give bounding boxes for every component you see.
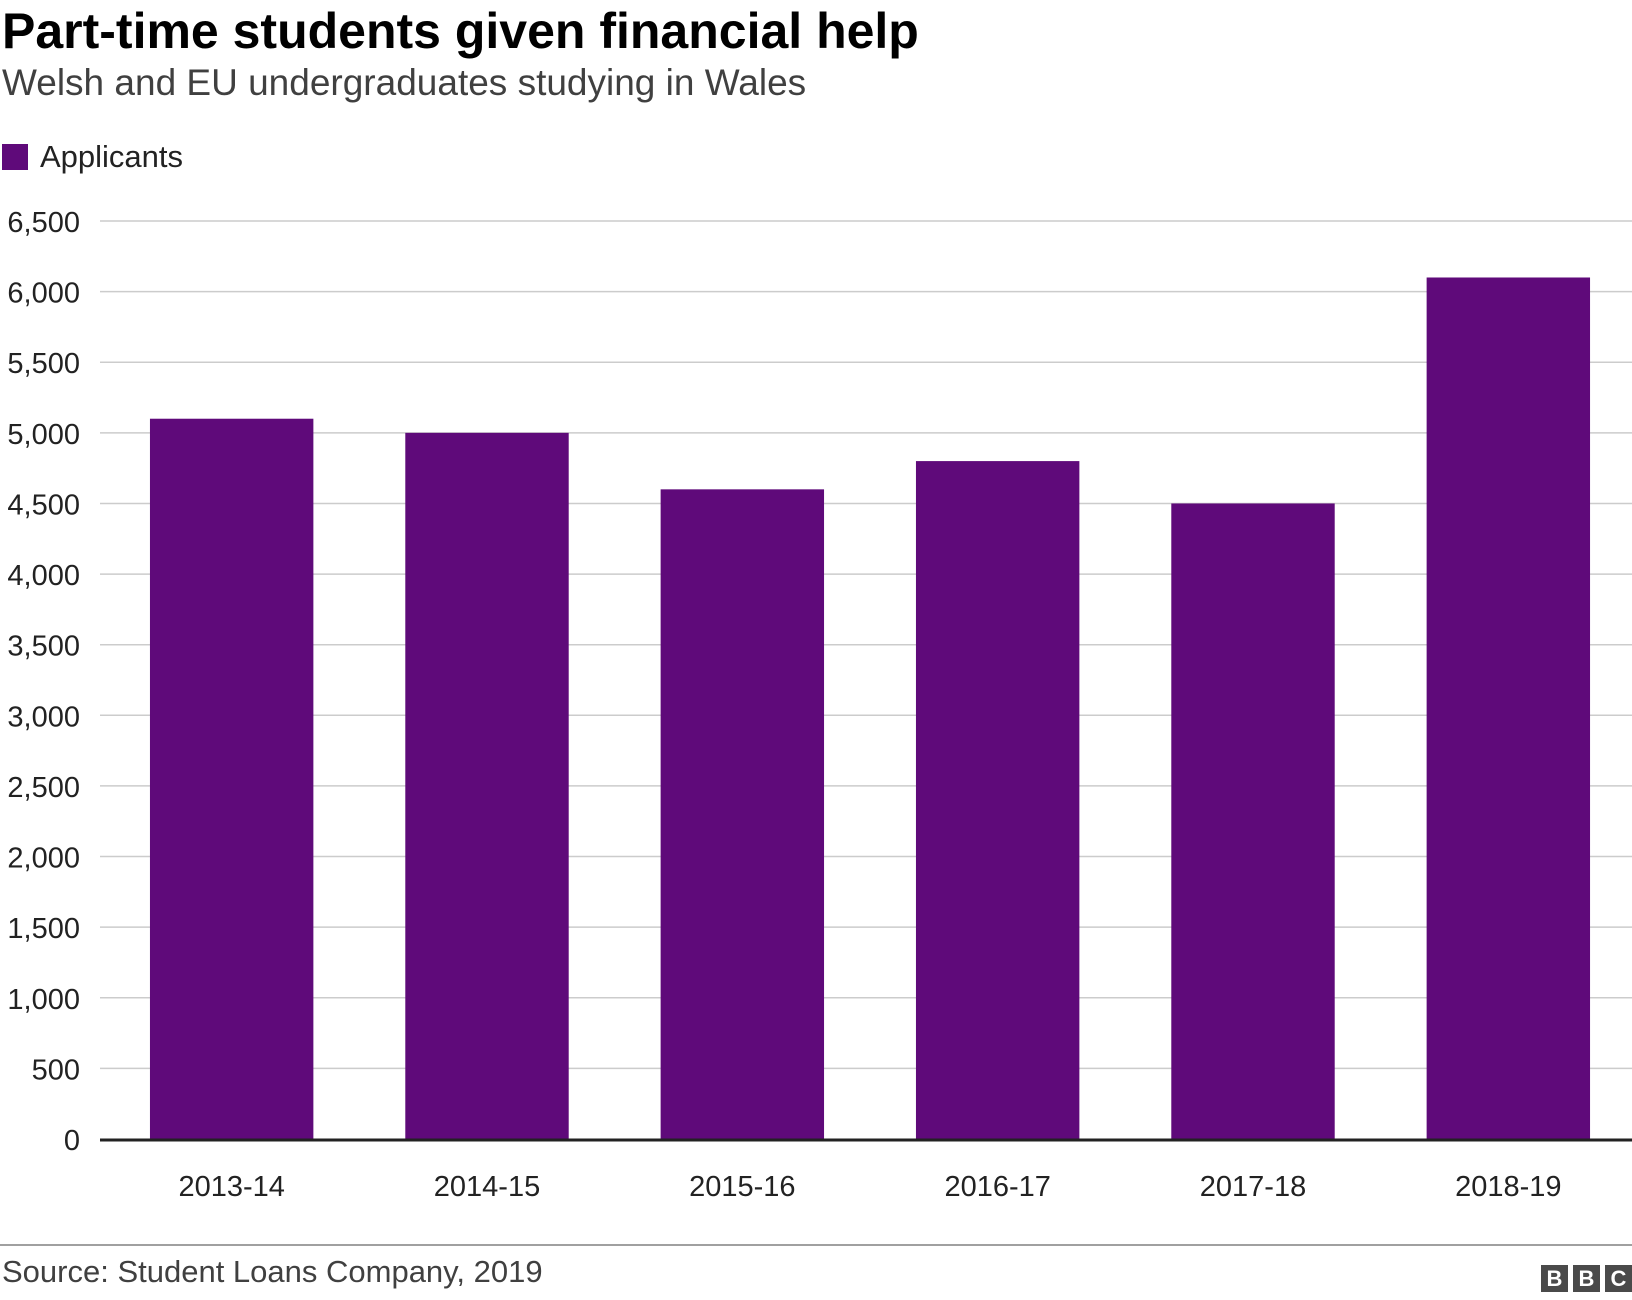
x-tick-label: 2016-17	[944, 1171, 1050, 1203]
y-tick-label: 6,500	[7, 207, 80, 239]
source-note: Source: Student Loans Company, 2019	[2, 1254, 543, 1289]
y-tick-label: 3,500	[7, 631, 80, 663]
logo-letter-b2: B	[1573, 1265, 1600, 1292]
y-tick-label: 0	[64, 1125, 80, 1157]
y-tick-label: 3,000	[7, 701, 80, 733]
logo-letter-c: C	[1605, 1265, 1632, 1292]
y-tick-label: 4,500	[7, 489, 80, 521]
y-tick-label: 5,500	[7, 348, 80, 380]
logo-letter-b1: B	[1541, 1265, 1568, 1292]
y-tick-label: 1,000	[7, 984, 80, 1016]
bar	[405, 432, 569, 1139]
y-tick-label: 1,500	[7, 913, 80, 945]
bar	[915, 461, 1080, 1140]
y-tick-label: 6,000	[7, 278, 80, 310]
chart-subtitle: Welsh and EU undergraduates studying in …	[2, 62, 807, 103]
x-tick-label: 2017-18	[1200, 1171, 1306, 1203]
bar	[660, 489, 825, 1139]
y-tick-label: 500	[32, 1054, 80, 1086]
x-tick-label: 2015-16	[689, 1171, 795, 1203]
x-tick-label: 2014-15	[434, 1171, 540, 1203]
x-tick-label: 2018-19	[1455, 1171, 1561, 1203]
chart-title: Part-time students given financial help	[2, 3, 919, 59]
y-tick-label: 4,000	[7, 560, 80, 592]
bar	[1426, 277, 1591, 1139]
legend: Applicants	[2, 137, 183, 177]
bar-chart: 0 500 1,000 1,500 2,000 2,500 3,000 3,500 4,000 4…	[7, 207, 1632, 1203]
y-tick-label: 5,000	[7, 419, 80, 451]
bbc-logo: B B C	[1541, 1265, 1632, 1292]
legend-label: Applicants	[40, 139, 184, 174]
y-tick-label: 2,500	[7, 772, 80, 804]
bar	[1171, 503, 1335, 1139]
x-tick-label: 2013-14	[178, 1171, 284, 1203]
bar	[149, 418, 314, 1139]
y-tick-label: 2,000	[7, 843, 80, 875]
legend-swatch	[2, 144, 28, 170]
source-divider	[0, 1244, 1632, 1246]
